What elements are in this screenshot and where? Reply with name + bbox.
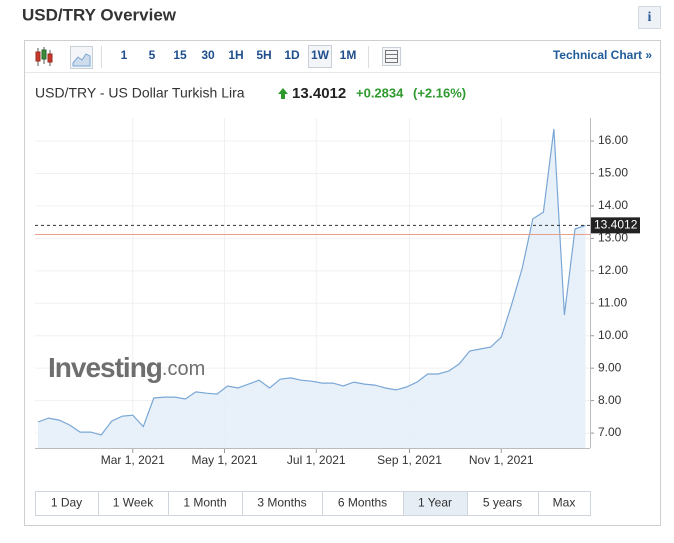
range-button[interactable] — [98, 491, 169, 516]
range-button-label[interactable]: 1 Year — [418, 496, 452, 510]
range-button[interactable] — [35, 491, 99, 516]
candlestick-icon[interactable] — [35, 47, 53, 66]
interval-button[interactable]: 1M — [340, 48, 357, 62]
range-button[interactable] — [538, 491, 591, 516]
technical-chart-link[interactable]: Technical Chart » — [553, 48, 652, 62]
price-line — [37, 128, 586, 436]
y-tick-label: 12.00 — [598, 263, 628, 277]
interval-button[interactable]: 15 — [173, 48, 187, 62]
area-fill — [38, 129, 586, 448]
range-button-label[interactable]: 1 Week — [113, 496, 154, 510]
interval-button[interactable]: 30 — [201, 48, 215, 62]
y-tick-label: 9.00 — [598, 360, 622, 374]
x-tick-label: Sep 1, 2021 — [377, 453, 442, 467]
page-title: USD/TRY Overview — [22, 5, 177, 24]
watermark-brand: Investing — [48, 352, 162, 383]
area-chart-icon[interactable] — [70, 46, 93, 69]
range-button[interactable] — [242, 491, 323, 516]
interval-active-box[interactable] — [308, 45, 332, 68]
watermark: Investing.com — [48, 352, 205, 383]
interval-button[interactable]: 1W — [311, 48, 330, 62]
y-tick-label: 15.00 — [598, 166, 628, 180]
range-button-label[interactable]: 3 Months — [257, 496, 306, 510]
y-tick-label: 14.00 — [598, 198, 628, 212]
range-button-label[interactable]: Max — [553, 496, 576, 510]
interval-button[interactable]: 1 — [121, 48, 128, 62]
x-tick-label: Nov 1, 2021 — [469, 453, 534, 467]
info-button[interactable] — [638, 6, 661, 29]
interval-button[interactable]: 1D — [284, 48, 300, 62]
y-tick-label: 11.00 — [598, 295, 627, 309]
range-button-label[interactable]: 1 Month — [183, 496, 226, 510]
interval-button[interactable]: 5H — [256, 48, 271, 62]
y-tick-label: 8.00 — [598, 393, 622, 407]
range-button[interactable] — [467, 491, 539, 516]
price-change-percent: (+2.16%) — [413, 85, 466, 100]
last-price-tag — [591, 217, 640, 234]
y-tick-label: 10.00 — [598, 328, 628, 342]
range-button[interactable] — [403, 491, 468, 516]
interval-button[interactable]: 5 — [149, 48, 156, 62]
range-button-label[interactable]: 5 years — [483, 496, 522, 510]
watermark-suffix: .com — [162, 358, 205, 380]
instrument-name: USD/TRY - US Dollar Turkish Lira — [35, 85, 245, 101]
price-change: +0.2834 — [356, 85, 404, 100]
up-arrow — [278, 88, 288, 99]
x-tick-label: May 1, 2021 — [191, 453, 257, 467]
y-tick-label: 7.00 — [598, 425, 622, 439]
table-icon[interactable] — [382, 47, 401, 66]
range-button-label[interactable]: 6 Months — [338, 496, 387, 510]
interval-button[interactable]: 1H — [228, 48, 243, 62]
info-icon[interactable]: i — [648, 10, 652, 25]
x-tick-label: Jul 1, 2021 — [287, 453, 346, 467]
range-button[interactable] — [168, 491, 243, 516]
y-tick-label: 13.00 — [598, 231, 628, 245]
last-price: 13.4012 — [292, 85, 346, 102]
range-button-label[interactable]: 1 Day — [51, 496, 82, 510]
last-price-tag-label: 13.4012 — [594, 218, 638, 232]
y-tick-label: 16.00 — [598, 133, 628, 147]
x-tick-label: Mar 1, 2021 — [101, 453, 165, 467]
